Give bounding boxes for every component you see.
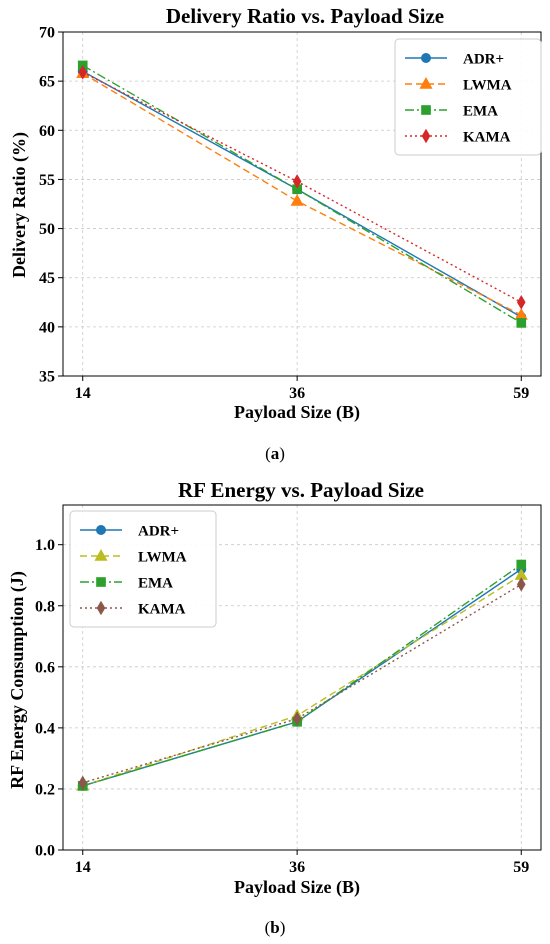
- x-tick-label: 59: [513, 859, 529, 876]
- chart-rf-energy: RF Energy vs. Payload Size RF Energy Con…: [7, 478, 542, 937]
- data-point: [78, 65, 88, 80]
- legend-label: KAMA: [463, 130, 511, 146]
- series-line: [82, 64, 522, 324]
- data-point: [292, 711, 302, 727]
- y-tick-label: 0.6: [35, 659, 55, 676]
- y-tick-label: 55: [39, 172, 55, 189]
- y-tick-label: 40: [39, 319, 55, 336]
- legend-label: EMA: [463, 104, 498, 120]
- y-tick-label: 70: [39, 25, 55, 42]
- legend-box: [69, 510, 217, 628]
- x-tick-label: 36: [289, 859, 305, 876]
- y-tick-label: 0.0: [35, 843, 55, 860]
- data-point: [516, 318, 527, 328]
- y-tick-label: 35: [39, 369, 55, 386]
- series-kama: [78, 65, 526, 310]
- legend-marker: [421, 105, 431, 115]
- legend-marker: [421, 128, 431, 144]
- legend-marker: [419, 76, 433, 89]
- plot-frame: [62, 31, 542, 377]
- y-tick-label: 65: [39, 74, 55, 91]
- legend-box: [394, 38, 542, 156]
- figure-caption: (a): [265, 444, 285, 463]
- plot-frame: [62, 504, 542, 851]
- series-line: [82, 72, 522, 316]
- data-point: [290, 194, 304, 206]
- chart-title: Delivery Ratio vs. Payload Size: [166, 4, 444, 28]
- legend-marker: [94, 548, 108, 561]
- y-tick-label: 50: [39, 221, 55, 238]
- y-tick-label: 0.8: [35, 598, 55, 615]
- legend-marker: [96, 600, 106, 616]
- y-tick-label: 45: [39, 270, 55, 287]
- legend: ADR+ LWMA EMA KAMA: [69, 510, 217, 628]
- legend-marker: [421, 53, 431, 63]
- figure-caption: (b): [265, 918, 286, 937]
- legend-marker: [96, 525, 106, 535]
- y-tick-label: 1.0: [35, 537, 55, 554]
- legend-label: ADR+: [463, 52, 504, 68]
- y-axis-label: Delivery Ratio (%): [9, 132, 30, 278]
- legend-label: EMA: [138, 576, 173, 592]
- y-tick-label: 60: [39, 123, 55, 140]
- legend-label: LWMA: [463, 78, 512, 94]
- data-point: [516, 577, 526, 592]
- data-point: [78, 775, 88, 791]
- x-tick-label: 14: [75, 859, 91, 876]
- chart-delivery-ratio: Delivery Ratio vs. Payload Size Delivery…: [9, 4, 542, 463]
- x-tick-label: 36: [289, 385, 305, 402]
- y-tick-label: 0.2: [35, 781, 55, 798]
- series-kama: [78, 577, 526, 791]
- y-axis-label: RF Energy Consumption (J): [7, 571, 28, 789]
- x-tick-label: 59: [513, 385, 529, 402]
- legend-label: ADR+: [138, 524, 179, 540]
- data-point: [516, 295, 526, 310]
- legend-label: KAMA: [138, 602, 186, 618]
- data-point: [516, 559, 527, 570]
- legend: ADR+ LWMA EMA KAMA: [394, 38, 542, 156]
- x-tick-label: 14: [75, 385, 91, 402]
- legend-label: LWMA: [138, 550, 187, 566]
- y-tick-label: 0.4: [35, 720, 55, 737]
- chart-title: RF Energy vs. Payload Size: [178, 478, 424, 502]
- data-point: [292, 174, 302, 189]
- legend-marker: [96, 577, 106, 587]
- x-axis-label: Payload Size (B): [234, 402, 360, 423]
- x-axis-label: Payload Size (B): [234, 877, 360, 898]
